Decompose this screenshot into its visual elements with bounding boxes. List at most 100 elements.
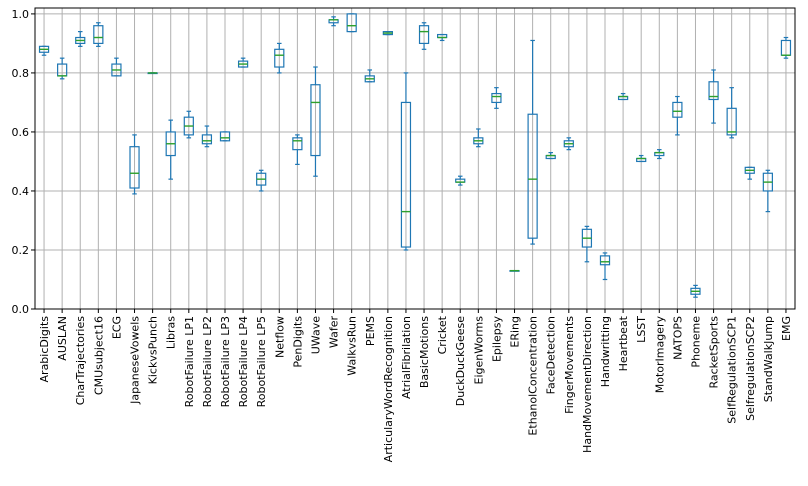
x-tick-label: AtrialFibrilation xyxy=(400,316,413,399)
x-tick-label: PEMS xyxy=(364,316,377,346)
box-articularywordrecognition xyxy=(382,31,393,36)
x-tick-label: KickvsPunch xyxy=(147,316,160,384)
x-tick-label: Handwritting xyxy=(599,316,612,387)
x-tick-label: SelfregulationSCP2 xyxy=(744,316,757,421)
box-epilepsy xyxy=(491,87,502,109)
box-iqr xyxy=(274,48,285,68)
x-tick-label: ArticularyWordRecognition xyxy=(382,316,395,462)
box-iqr xyxy=(310,84,321,157)
box-robotfailure-lp1 xyxy=(183,110,194,139)
x-tick-label: HandMovementDirection xyxy=(581,316,594,453)
box-atrialfibrilation xyxy=(400,72,412,251)
x-tick-label: CharTrajectories xyxy=(74,316,87,406)
x-tick-label: MotorImagery xyxy=(653,316,666,394)
box-robotfailure-lp4 xyxy=(237,57,249,68)
x-tick-label: Epilepsy xyxy=(490,316,503,363)
box-uwave xyxy=(310,66,321,177)
box-iqr xyxy=(346,13,357,33)
box-iqr xyxy=(201,134,213,145)
box-ethanolconcentration xyxy=(527,39,538,245)
box-selfregulationscp2 xyxy=(744,166,755,180)
x-tick-label: ERing xyxy=(509,316,522,348)
x-tick-label: Phoneme xyxy=(689,316,702,368)
box-robotfailure-lp3 xyxy=(219,131,231,142)
box-kickvspunch xyxy=(147,72,158,75)
x-tick-label: FingerMovements xyxy=(563,316,576,414)
box-handwritting xyxy=(599,252,611,281)
x-tick-label: RobotFailure LP2 xyxy=(201,316,214,407)
x-tick-label: EigenWorms xyxy=(472,316,485,385)
box-cmusubject16 xyxy=(93,22,104,47)
x-tick-label: RobotFailure LP4 xyxy=(237,316,250,407)
x-tick-label: WalkvsRun xyxy=(346,316,359,376)
box-motorimagery xyxy=(654,149,665,160)
box-iqr xyxy=(672,101,683,118)
box-plot-series xyxy=(38,13,792,298)
grid-lines xyxy=(35,8,795,310)
x-tick-label: RobotFailure LP5 xyxy=(255,316,268,407)
box-wafer xyxy=(328,16,339,27)
y-tick-label: 0.2 xyxy=(12,244,30,257)
box-selfregulationscp1 xyxy=(726,87,737,139)
box-pendigits xyxy=(292,134,303,166)
box-iqr xyxy=(599,255,611,266)
y-axis: 0.0 0.2 0.4 0.6 0.8 1.0 xyxy=(12,8,35,316)
box-iqr xyxy=(219,131,231,142)
box-iqr xyxy=(129,146,140,189)
x-tick-label: ArabicDigits xyxy=(38,316,51,383)
x-tick-label: Heartbeat xyxy=(617,315,630,371)
box-iqr xyxy=(491,92,502,104)
x-axis: ArabicDigits AUSLAN CharTrajectories CMUsub… xyxy=(38,309,793,462)
box-ering xyxy=(509,269,520,272)
box-standwalkjump xyxy=(762,169,773,213)
box-iqr xyxy=(726,107,737,136)
box-auslan xyxy=(57,57,68,80)
x-tick-label: Cricket xyxy=(436,315,449,354)
x-tick-label: Netflow xyxy=(273,316,286,358)
x-tick-label: SelfRegulationSCP1 xyxy=(726,316,739,424)
x-tick-label: Libras xyxy=(165,316,178,349)
box-racketsports xyxy=(708,69,719,124)
x-tick-label: DuckDuckGeese xyxy=(454,316,467,407)
x-tick-label: CMUsubject16 xyxy=(92,316,105,395)
x-tick-label: FaceDetection xyxy=(545,316,558,394)
x-tick-label: ECG xyxy=(110,316,123,339)
x-tick-label: BasicMotions xyxy=(418,316,431,388)
y-tick-label: 0.0 xyxy=(12,303,30,316)
box-ecg xyxy=(111,57,122,77)
box-iqr xyxy=(93,25,104,45)
x-tick-label: JapaneseVowels xyxy=(129,316,142,405)
x-tick-label: StandWalkJump xyxy=(762,316,775,402)
box-phoneme xyxy=(690,284,701,298)
x-tick-label: Wafer xyxy=(328,316,341,349)
box-libras xyxy=(165,119,176,180)
x-tick-label: UWave xyxy=(309,316,322,354)
box-iqr xyxy=(708,81,719,101)
box-iqr xyxy=(400,101,412,248)
box-lsst xyxy=(636,154,647,163)
box-robotfailure-lp2 xyxy=(201,125,213,148)
box-emg xyxy=(780,36,792,59)
box-chartrajectories xyxy=(75,31,86,47)
box-pems xyxy=(364,69,375,83)
x-tick-label: RobotFailure LP3 xyxy=(219,316,232,407)
y-tick-label: 1.0 xyxy=(12,8,30,21)
x-tick-label: AUSLAN xyxy=(56,316,69,361)
x-tick-label: EMG xyxy=(780,316,793,341)
box-basicmotions xyxy=(418,22,430,50)
y-tick-label: 0.6 xyxy=(12,126,30,139)
box-cricket xyxy=(437,33,448,42)
box-facedetection xyxy=(545,151,556,160)
box-arabicdigits xyxy=(38,45,50,56)
box-iqr xyxy=(527,113,538,239)
y-tick-label: 0.8 xyxy=(12,67,30,80)
box-netflow xyxy=(274,42,285,74)
y-tick-label: 0.4 xyxy=(12,185,30,198)
box-duckduckgeese xyxy=(455,175,466,186)
box-eigenworms xyxy=(473,128,484,148)
box-heartbeat xyxy=(617,92,629,101)
box-robotfailure-lp5 xyxy=(256,169,267,192)
box-fingermovements xyxy=(563,137,574,151)
x-tick-label: NATOPS xyxy=(671,316,684,360)
